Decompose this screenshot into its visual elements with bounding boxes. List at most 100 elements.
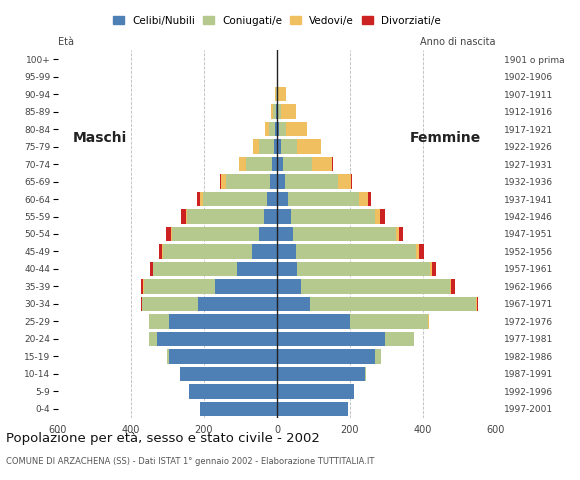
Bar — [293, 227, 396, 241]
Bar — [277, 367, 364, 381]
Bar — [430, 262, 432, 276]
Bar — [157, 332, 277, 346]
Bar — [274, 139, 277, 154]
Bar — [150, 262, 153, 276]
Bar — [246, 157, 272, 171]
Bar — [180, 367, 277, 381]
Bar — [259, 139, 274, 154]
Bar — [297, 139, 321, 154]
Bar — [239, 157, 246, 171]
Bar — [272, 157, 277, 171]
Bar — [396, 227, 399, 241]
Bar — [279, 122, 287, 136]
Bar — [198, 297, 277, 311]
Bar — [276, 122, 277, 136]
Bar — [450, 279, 451, 294]
Bar — [269, 122, 276, 136]
Bar — [278, 87, 286, 101]
Bar — [141, 279, 143, 294]
Bar — [278, 105, 281, 119]
Bar — [215, 279, 277, 294]
Bar — [287, 122, 306, 136]
Bar — [169, 349, 277, 363]
Bar — [312, 157, 332, 171]
Bar — [364, 367, 367, 381]
Bar — [226, 174, 270, 189]
Bar — [171, 227, 172, 241]
Bar — [220, 174, 222, 189]
Bar — [264, 209, 277, 224]
Bar — [359, 192, 368, 206]
Bar — [168, 349, 169, 363]
Bar — [297, 262, 430, 276]
Bar — [222, 174, 226, 189]
Bar — [419, 244, 425, 259]
Text: Maschi: Maschi — [72, 131, 127, 145]
Bar — [142, 297, 198, 311]
Bar — [385, 332, 414, 346]
Bar — [273, 105, 276, 119]
Bar — [180, 209, 186, 224]
Bar — [277, 279, 300, 294]
Bar — [281, 139, 297, 154]
Bar — [259, 227, 277, 241]
Bar — [270, 174, 277, 189]
Bar — [163, 244, 252, 259]
Bar — [277, 297, 310, 311]
Text: Popolazione per età, sesso e stato civile - 2002: Popolazione per età, sesso e stato civil… — [6, 432, 320, 445]
Bar — [169, 314, 277, 329]
Bar — [264, 122, 269, 136]
Text: COMUNE DI ARZACHENA (SS) - Dati ISTAT 1° gennaio 2002 - Elaborazione TUTTITALIA.: COMUNE DI ARZACHENA (SS) - Dati ISTAT 1°… — [6, 457, 374, 466]
Bar — [277, 332, 385, 346]
Bar — [271, 105, 273, 119]
Bar — [200, 402, 277, 416]
Bar — [277, 262, 297, 276]
Bar — [197, 192, 200, 206]
Bar — [451, 279, 455, 294]
Text: Età: Età — [58, 37, 74, 47]
Bar — [351, 174, 353, 189]
Legend: Celibi/Nubili, Coniugati/e, Vedovi/e, Divorziati/e: Celibi/Nubili, Coniugati/e, Vedovi/e, Di… — [109, 12, 445, 30]
Text: Femmine: Femmine — [410, 131, 481, 145]
Bar — [277, 174, 285, 189]
Bar — [375, 209, 380, 224]
Bar — [288, 192, 359, 206]
Bar — [162, 244, 163, 259]
Bar — [253, 139, 259, 154]
Bar — [338, 174, 351, 189]
Bar — [277, 87, 278, 101]
Bar — [166, 227, 171, 241]
Bar — [368, 192, 371, 206]
Bar — [200, 192, 203, 206]
Bar — [144, 279, 215, 294]
Bar — [399, 227, 403, 241]
Bar — [281, 105, 296, 119]
Bar — [277, 244, 296, 259]
Bar — [237, 262, 277, 276]
Bar — [277, 402, 348, 416]
Bar — [416, 244, 419, 259]
Bar — [267, 192, 277, 206]
Bar — [159, 244, 162, 259]
Bar — [277, 105, 278, 119]
Bar — [277, 314, 350, 329]
Bar — [153, 262, 237, 276]
Bar — [277, 209, 291, 224]
Bar — [300, 279, 450, 294]
Bar — [277, 122, 279, 136]
Bar — [283, 157, 312, 171]
Bar — [187, 209, 264, 224]
Bar — [277, 157, 283, 171]
Bar — [252, 244, 277, 259]
Bar — [276, 87, 277, 101]
Bar — [149, 314, 169, 329]
Bar — [375, 349, 381, 363]
Bar — [277, 227, 293, 241]
Bar — [172, 227, 259, 241]
Bar — [477, 297, 478, 311]
Bar — [476, 297, 477, 311]
Bar — [189, 384, 277, 398]
Bar — [310, 297, 476, 311]
Bar — [432, 262, 436, 276]
Bar — [277, 384, 354, 398]
